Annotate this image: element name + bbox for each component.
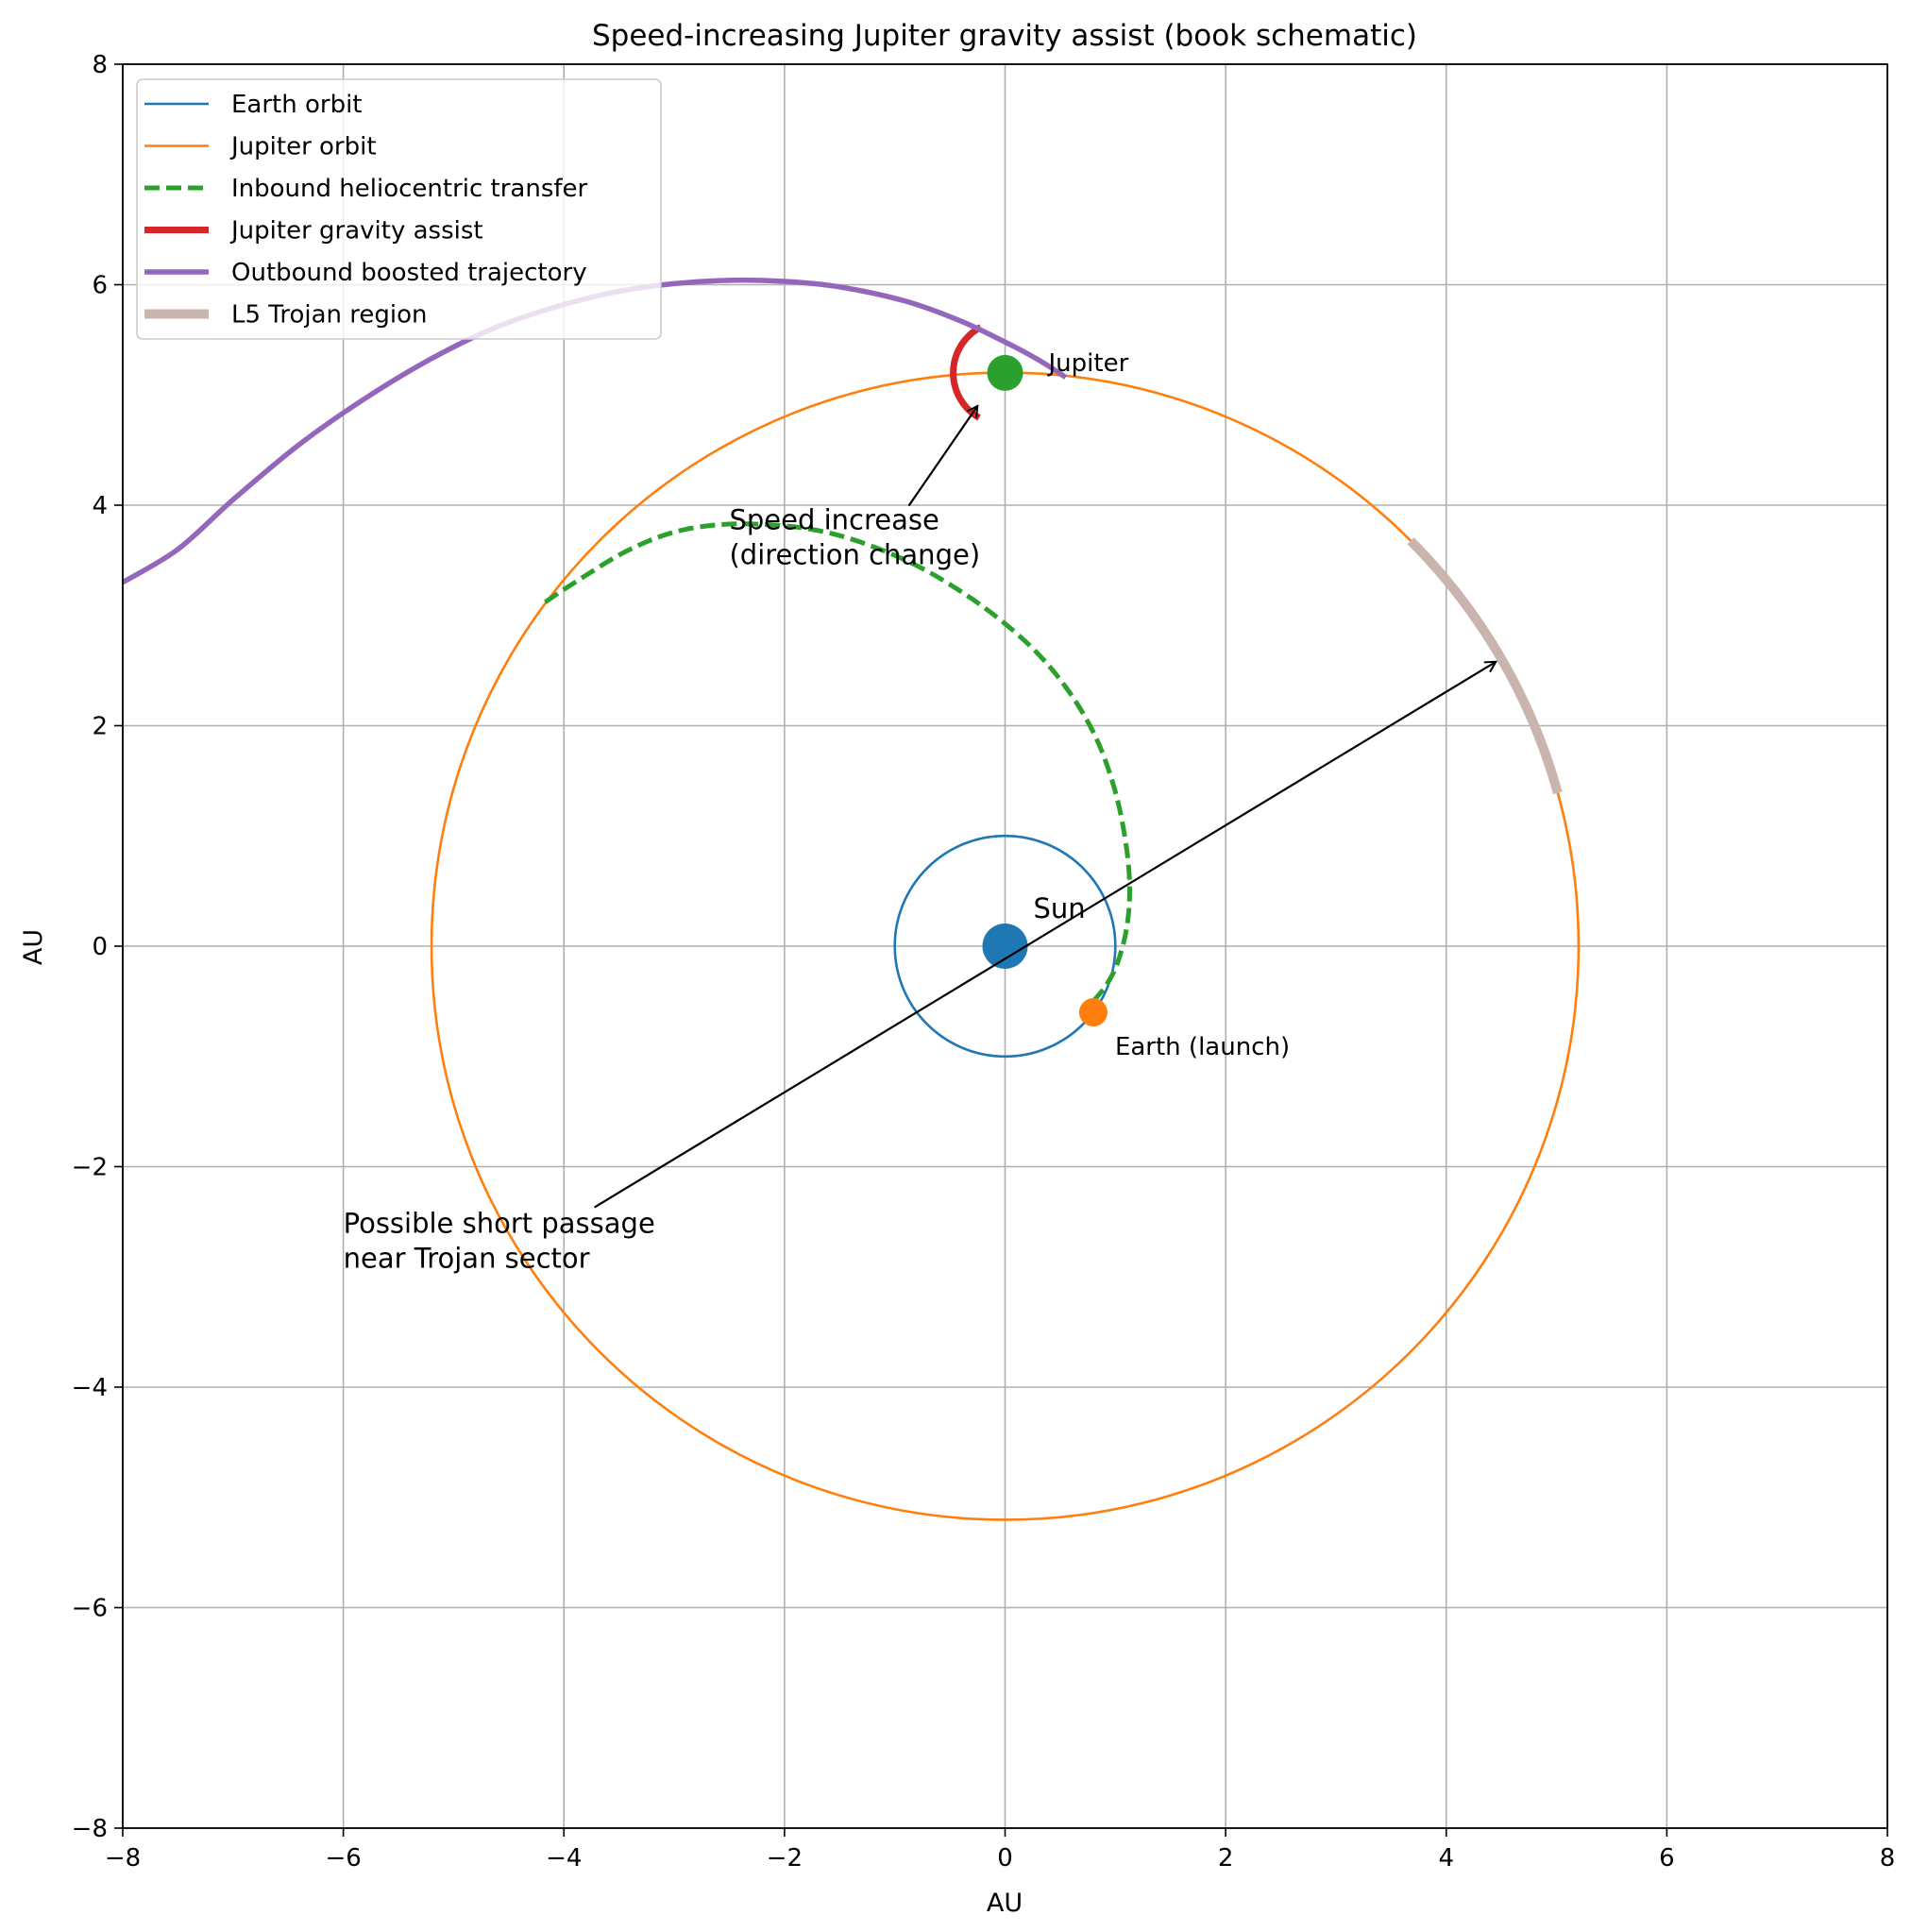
x-tick-label: −8	[105, 1844, 141, 1873]
x-axis-label: AU	[987, 1889, 1023, 1918]
x-tick-label: 8	[1880, 1844, 1896, 1873]
chart-title: Speed-increasing Jupiter gravity assist …	[592, 19, 1417, 53]
l5-trojan-region-line	[1407, 537, 1563, 795]
y-tick-label: 4	[92, 492, 108, 520]
legend-label-outbound-boosted-trajectory: Outbound boosted trajectory	[231, 259, 587, 287]
earth-orbit-line	[893, 834, 1117, 1059]
y-tick-label: 6	[92, 272, 108, 300]
annotation-text-1: Speed increase (direction change)	[729, 504, 980, 571]
y-tick-label: −2	[72, 1154, 108, 1182]
y-tick-label: 2	[92, 713, 108, 741]
earth-marker	[1078, 998, 1108, 1027]
x-tick-label: −6	[325, 1844, 361, 1873]
jupiter-gravity-assist-line	[950, 324, 983, 421]
annotation-text-2: Possible short passage near Trojan sector	[344, 1208, 655, 1275]
legend-label-earth-orbit: Earth orbit	[231, 91, 363, 119]
y-tick-label: 0	[92, 933, 108, 961]
x-tick-label: 6	[1659, 1844, 1675, 1873]
earth-label: Earth (launch)	[1115, 1033, 1290, 1061]
x-tick-label: 4	[1438, 1844, 1454, 1873]
sun-marker	[982, 924, 1028, 969]
annotation-arrow-1	[907, 406, 977, 507]
x-tick-label: −2	[767, 1844, 803, 1873]
x-tick-label: 0	[997, 1844, 1013, 1873]
y-tick-label: −8	[72, 1815, 108, 1843]
legend-label-l5-trojan-region: L5 Trojan region	[231, 301, 428, 330]
sun-label: Sun	[1034, 892, 1086, 924]
annotation-arrow-2	[594, 662, 1497, 1209]
y-tick-label: 8	[92, 51, 108, 79]
x-tick-label: 2	[1218, 1844, 1234, 1873]
y-tick-label: −4	[72, 1374, 108, 1402]
y-axis-label: AU	[19, 929, 48, 965]
legend-label-inbound-heliocentric-transfer: Inbound heliocentric transfer	[231, 175, 588, 203]
jupiter-marker	[987, 354, 1023, 391]
jupiter-label: Jupiter	[1047, 349, 1129, 378]
y-tick-label: −6	[72, 1595, 108, 1623]
x-tick-label: −4	[546, 1844, 582, 1873]
legend-box	[136, 78, 662, 340]
legend-label-jupiter-gravity-assist: Jupiter gravity assist	[229, 217, 483, 246]
legend-label-jupiter-orbit: Jupiter orbit	[229, 133, 377, 161]
inbound-heliocentric-transfer-line	[540, 521, 1133, 1003]
